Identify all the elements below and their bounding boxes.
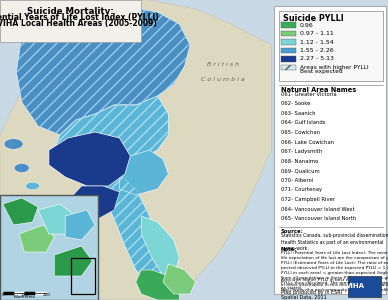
Text: 2.27 - 5.13: 2.27 - 5.13 bbox=[300, 56, 334, 61]
Text: 064- Gulf Islands: 064- Gulf Islands bbox=[281, 120, 326, 125]
Bar bbox=[281, 56, 296, 62]
Polygon shape bbox=[65, 210, 95, 240]
Text: Note:: Note: bbox=[281, 247, 297, 252]
Ellipse shape bbox=[4, 139, 23, 149]
Bar bbox=[0, 195, 98, 300]
Polygon shape bbox=[38, 204, 76, 234]
Text: 062- Sooke: 062- Sooke bbox=[281, 101, 310, 106]
Text: Spatial Data, 2011: Spatial Data, 2011 bbox=[281, 295, 327, 300]
Text: Kilometres: Kilometres bbox=[14, 295, 35, 299]
Text: 069- Qualicum: 069- Qualicum bbox=[281, 168, 320, 173]
Polygon shape bbox=[136, 270, 179, 300]
Bar bbox=[279, 11, 383, 81]
Text: Suicide Mortality:: Suicide Mortality: bbox=[27, 8, 114, 16]
Polygon shape bbox=[120, 150, 168, 195]
Text: Source:: Source: bbox=[281, 229, 304, 234]
Polygon shape bbox=[49, 132, 130, 186]
Polygon shape bbox=[163, 264, 196, 294]
Text: 0.96: 0.96 bbox=[300, 23, 313, 28]
Text: Suicide PYLLI: Suicide PYLLI bbox=[283, 14, 344, 23]
Text: 067- Ladysmith: 067- Ladysmith bbox=[281, 149, 322, 154]
Polygon shape bbox=[0, 0, 272, 300]
Text: 1.12 - 1.54: 1.12 - 1.54 bbox=[300, 40, 333, 44]
Polygon shape bbox=[54, 96, 168, 162]
Polygon shape bbox=[141, 216, 179, 276]
FancyBboxPatch shape bbox=[0, 0, 141, 42]
Text: 071- Courtenay: 071- Courtenay bbox=[281, 188, 322, 193]
Polygon shape bbox=[19, 225, 54, 252]
Bar bbox=[281, 39, 296, 45]
Text: 064- Vancouver Island West: 064- Vancouver Island West bbox=[281, 207, 355, 212]
Text: PYLLI (Potential Years of Life Lost Index): The minimum years of
life expectatio: PYLLI (Potential Years of Life Lost Inde… bbox=[281, 251, 388, 290]
Bar bbox=[281, 31, 296, 36]
Text: Potential Years of Life Lost Index (PYLLI): Potential Years of Life Lost Index (PYLL… bbox=[0, 13, 159, 22]
Bar bbox=[281, 48, 296, 53]
Text: Statistics Canada, sub-provincial disseminations of
Health Statistics as part of: Statistics Canada, sub-provincial dissem… bbox=[281, 233, 388, 251]
Text: 0: 0 bbox=[2, 292, 4, 296]
Text: C o l u m b i a: C o l u m b i a bbox=[201, 77, 244, 82]
Text: Areas with higher PYLLI: Areas with higher PYLLI bbox=[300, 65, 368, 70]
Bar bbox=[281, 22, 296, 28]
Text: 068- Nanaimo: 068- Nanaimo bbox=[281, 159, 318, 164]
Text: 065- Vancouver Island North: 065- Vancouver Island North bbox=[281, 216, 356, 221]
Ellipse shape bbox=[14, 164, 29, 172]
Text: by VIHA Local Health Areas (2005-2009): by VIHA Local Health Areas (2005-2009) bbox=[0, 19, 157, 28]
Text: Area with higher PYLLI in best expected
in other information in this minimum poi: Area with higher PYLLI in best expected … bbox=[281, 278, 388, 292]
Polygon shape bbox=[103, 165, 174, 288]
Text: 0.97 - 1.11: 0.97 - 1.11 bbox=[300, 31, 333, 36]
Bar bbox=[348, 276, 381, 297]
Text: 070- Alberni: 070- Alberni bbox=[281, 178, 313, 183]
Ellipse shape bbox=[38, 201, 49, 207]
Text: 1.55 - 2.26: 1.55 - 2.26 bbox=[300, 48, 333, 53]
Bar bbox=[71, 258, 95, 294]
Text: 066- Lake Cowichan: 066- Lake Cowichan bbox=[281, 140, 334, 145]
Text: 072- Campbell River: 072- Campbell River bbox=[281, 197, 335, 202]
Polygon shape bbox=[3, 198, 38, 225]
Text: 100: 100 bbox=[21, 292, 28, 296]
Text: 061- Greater Victoria: 061- Greater Victoria bbox=[281, 92, 336, 97]
Polygon shape bbox=[16, 0, 190, 135]
Ellipse shape bbox=[26, 182, 39, 190]
Text: B r i t i s h: B r i t i s h bbox=[207, 62, 239, 67]
Text: Natural Area Names: Natural Area Names bbox=[281, 87, 356, 93]
Bar bbox=[281, 64, 296, 70]
Polygon shape bbox=[54, 246, 92, 276]
Text: Best expected: Best expected bbox=[300, 69, 342, 74]
Text: VIHA: VIHA bbox=[346, 284, 365, 290]
Text: 065- Cowichan: 065- Cowichan bbox=[281, 130, 320, 135]
Text: 063- Saanich: 063- Saanich bbox=[281, 111, 315, 116]
Text: Map produced by in ESRI: Map produced by in ESRI bbox=[281, 290, 342, 296]
Text: 200: 200 bbox=[42, 292, 50, 296]
Polygon shape bbox=[71, 186, 120, 219]
